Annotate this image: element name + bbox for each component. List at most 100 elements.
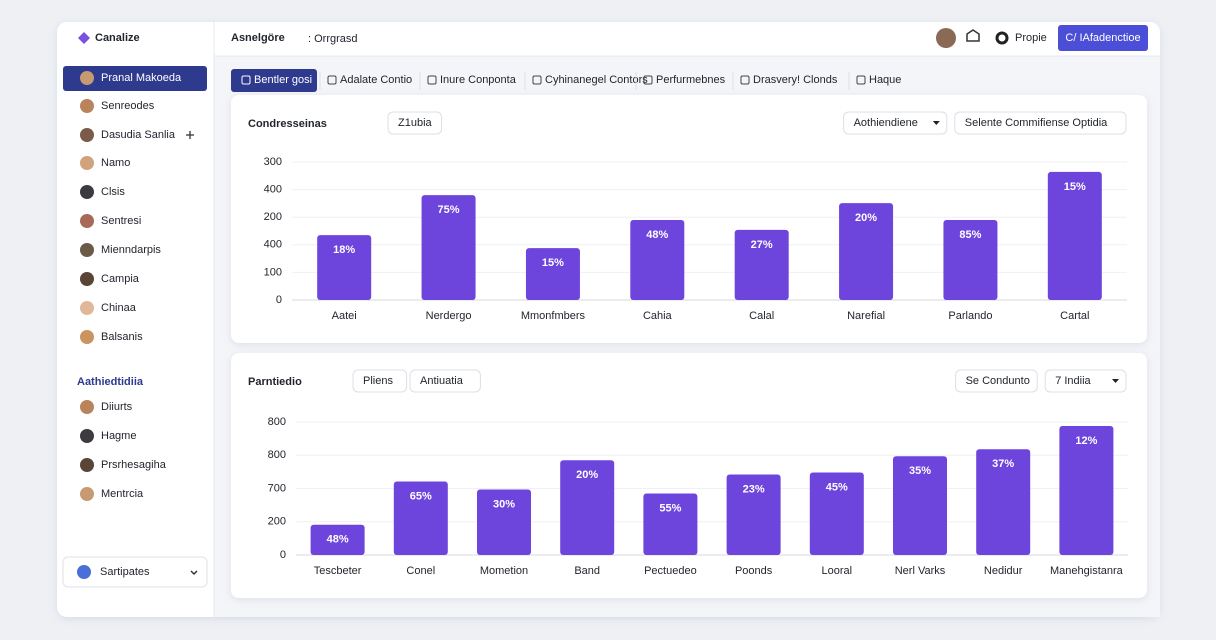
x-tick-label: Parlando (948, 310, 992, 322)
y-tick-label: 100 (264, 266, 282, 278)
icon-settings[interactable] (995, 31, 1009, 45)
bar-label: 48% (327, 534, 349, 546)
y-tick-label: 0 (280, 549, 286, 561)
sidebar-item[interactable]: Senreodes (101, 100, 155, 112)
chart-control[interactable] (1044, 369, 1127, 393)
y-tick-label: 400 (264, 184, 282, 196)
avatar (80, 458, 94, 472)
x-tick-label: Calal (749, 310, 774, 322)
bar (317, 235, 372, 300)
avatar (80, 243, 94, 257)
filter-chip-label[interactable]: Antiuatia (420, 375, 464, 387)
header-link[interactable]: Propie (1015, 32, 1047, 44)
bar-label: 35% (909, 465, 931, 477)
tab[interactable]: Bentler gosi (254, 74, 312, 86)
x-tick-label: Cartal (1060, 310, 1089, 322)
bar-label: 48% (646, 229, 668, 241)
x-tick-label: Looral (822, 565, 853, 577)
user-avatar[interactable] (936, 28, 956, 48)
bar (477, 489, 531, 555)
x-tick-label: Tescbeter (314, 565, 362, 577)
x-tick-label: Nedidur (984, 565, 1023, 577)
chart-control-label[interactable]: 7 Indiia (1055, 375, 1091, 387)
filter-chip[interactable] (409, 369, 481, 393)
plus-icon[interactable] (186, 131, 194, 139)
x-tick-label: Pectuedeo (644, 565, 697, 577)
bar-label: 23% (743, 483, 765, 495)
avatar (80, 156, 94, 170)
sidebar-footer[interactable]: Sartipates (100, 566, 150, 578)
avatar (80, 330, 94, 344)
bar (525, 248, 580, 300)
avatar (80, 429, 94, 443)
tab-icon (427, 75, 437, 85)
header-button[interactable] (1058, 25, 1148, 51)
page-subtitle: : Orrgrasd (308, 33, 358, 45)
filter-chip[interactable] (352, 369, 408, 393)
bar-label: 30% (493, 498, 515, 510)
chart-title: Condresseinas (248, 118, 327, 130)
sidebar-item[interactable]: Mentrcia (101, 488, 144, 500)
tab-icon (740, 75, 750, 85)
sidebar-item[interactable]: Balsanis (101, 331, 143, 343)
x-tick-label: Mometion (480, 565, 528, 577)
bar (1059, 425, 1114, 555)
icon-home[interactable] (966, 29, 980, 42)
tab[interactable]: Drasvery! Clonds (753, 74, 838, 86)
bar-label: 12% (1075, 435, 1097, 447)
x-tick-label: Nerl Varks (895, 565, 946, 577)
filter-chip-label[interactable]: Z1ubia (398, 117, 433, 129)
sidebar-item[interactable]: Prsrhesagiha (101, 459, 167, 471)
brand-logo (78, 32, 90, 44)
y-tick-label: 200 (268, 516, 286, 528)
avatar (80, 487, 94, 501)
sidebar-item[interactable]: Clsis (101, 186, 125, 198)
tab[interactable]: Haque (869, 74, 901, 86)
chart-control-label[interactable]: Aothiendiene (854, 117, 918, 129)
bar-label: 55% (659, 502, 681, 514)
tab-icon (643, 75, 653, 85)
tab[interactable]: Perfurmebnes (656, 74, 726, 86)
dropdown-arrow (1112, 379, 1119, 383)
sidebar-item[interactable]: Hagme (101, 430, 136, 442)
bar-label: 27% (751, 239, 773, 251)
bar-label: 18% (333, 244, 355, 256)
avatar (80, 272, 94, 286)
bar-label: 37% (992, 458, 1014, 470)
bar-label: 45% (826, 481, 848, 493)
filter-chip-label[interactable]: Pliens (363, 375, 393, 387)
header-button-label[interactable]: C/ IAfadenctioe (1065, 32, 1140, 44)
x-tick-label: Poonds (735, 565, 773, 577)
sidebar-item[interactable]: Campia (101, 273, 140, 285)
x-tick-label: Aatei (332, 310, 357, 322)
chart-control[interactable] (843, 111, 948, 135)
sidebar-item[interactable]: Namo (101, 157, 130, 169)
chart-control[interactable] (954, 111, 1127, 135)
sidebar-item[interactable]: Sentresi (101, 215, 141, 227)
chart-control-label[interactable]: Selente Commifiense Optidia (965, 117, 1108, 129)
chart-control-label[interactable]: Se Condunto (966, 375, 1030, 387)
tab[interactable]: Inure Conponta (440, 74, 517, 86)
sidebar-item[interactable]: Mienndarpis (101, 244, 161, 256)
chart-control[interactable] (955, 369, 1038, 393)
avatar (80, 128, 94, 142)
tab-icon (241, 75, 251, 85)
bar (726, 474, 781, 555)
bar (643, 493, 698, 555)
sidebar-item[interactable]: Chinaa (101, 302, 137, 314)
sidebar-section: Aathiedtidiia (77, 376, 144, 388)
chevron (190, 570, 198, 576)
bar (630, 219, 685, 300)
sidebar-item[interactable]: Diiurts (101, 401, 133, 413)
sidebar-item[interactable]: Dasudia Sanlia (101, 129, 176, 141)
sidebar-footer-box[interactable] (62, 556, 208, 588)
tab[interactable]: Adalate Contio (340, 74, 412, 86)
tab[interactable]: Cyhinanegel Contors (545, 74, 648, 86)
tab-active (231, 69, 317, 92)
y-tick-label: 300 (264, 156, 282, 168)
bar (734, 229, 789, 300)
bar (893, 456, 947, 555)
filter-chip[interactable] (387, 111, 443, 135)
bar-label: 20% (855, 212, 877, 224)
sidebar-item[interactable]: Pranal Makoeda (101, 72, 182, 84)
